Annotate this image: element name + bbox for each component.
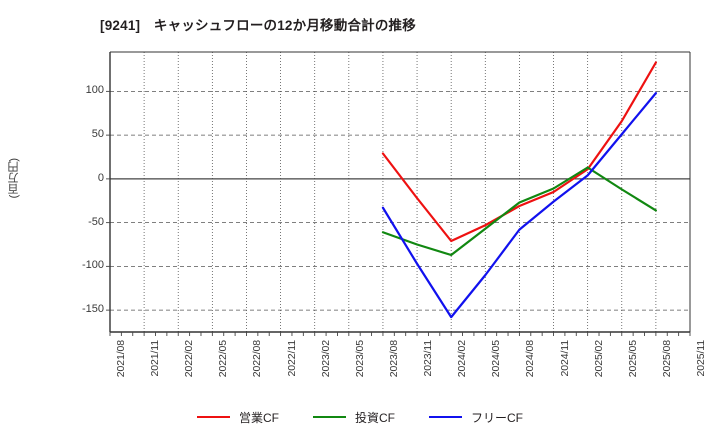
gridlines: [110, 52, 690, 332]
x-tick-label: 2024/11: [558, 340, 571, 377]
y-tick-label: 100: [85, 84, 104, 97]
y-tick-label: 50: [91, 128, 104, 141]
x-tick-label: 2024/08: [524, 340, 537, 378]
chart-title: [9241] キャッシュフローの12か月移動合計の推移: [100, 18, 416, 33]
y-axis-tick-labels: 100 50 0 -50 -100 -150: [56, 0, 104, 440]
x-tick-label: 2022/05: [217, 340, 230, 378]
x-tick-label: 2023/02: [319, 340, 332, 378]
legend-item[interactable]: 営業CF: [197, 409, 279, 426]
x-tick-label: 2022/02: [183, 340, 196, 378]
legend-color-swatch: [197, 416, 230, 418]
series-line: [381, 61, 657, 243]
x-tick-label: 2021/08: [115, 340, 127, 378]
legend-color-swatch: [429, 416, 462, 418]
chart-legend: 営業CF 投資CF フリーCF: [0, 404, 720, 430]
x-tick-label: 2024/02: [456, 340, 469, 378]
series-line: [381, 92, 657, 319]
x-tick-label: 2023/05: [353, 340, 366, 378]
x-tick-label: 2023/08: [387, 340, 400, 378]
data-series: [381, 61, 657, 319]
legend-item[interactable]: 投資CF: [313, 409, 395, 426]
x-tick-label: 2025/05: [626, 340, 639, 378]
y-tick-label: -50: [88, 215, 104, 228]
y-tick-label: 0: [97, 171, 104, 184]
x-tick-label: 2024/05: [490, 340, 503, 378]
legend-label: フリーCF: [471, 410, 523, 425]
x-tick-label: 2022/11: [285, 340, 298, 377]
series-line: [381, 166, 657, 257]
legend-item[interactable]: フリーCF: [429, 409, 523, 426]
y-tick-label: -150: [81, 303, 104, 316]
x-tick-label: 2025/08: [660, 340, 673, 378]
x-tick-label: 2021/11: [149, 340, 162, 377]
axis-tick-marks: [106, 90, 691, 336]
x-tick-label: 2025/11: [695, 340, 707, 377]
y-tick-label: -100: [81, 259, 104, 272]
legend-label: 営業CF: [239, 410, 279, 425]
x-tick-label: 2023/11: [422, 340, 435, 377]
legend-label: 投資CF: [355, 410, 395, 425]
plot-frame: [109, 51, 691, 333]
legend-color-swatch: [313, 416, 346, 418]
x-tick-label: 2022/08: [251, 340, 264, 378]
x-tick-label: 2025/02: [592, 340, 605, 378]
